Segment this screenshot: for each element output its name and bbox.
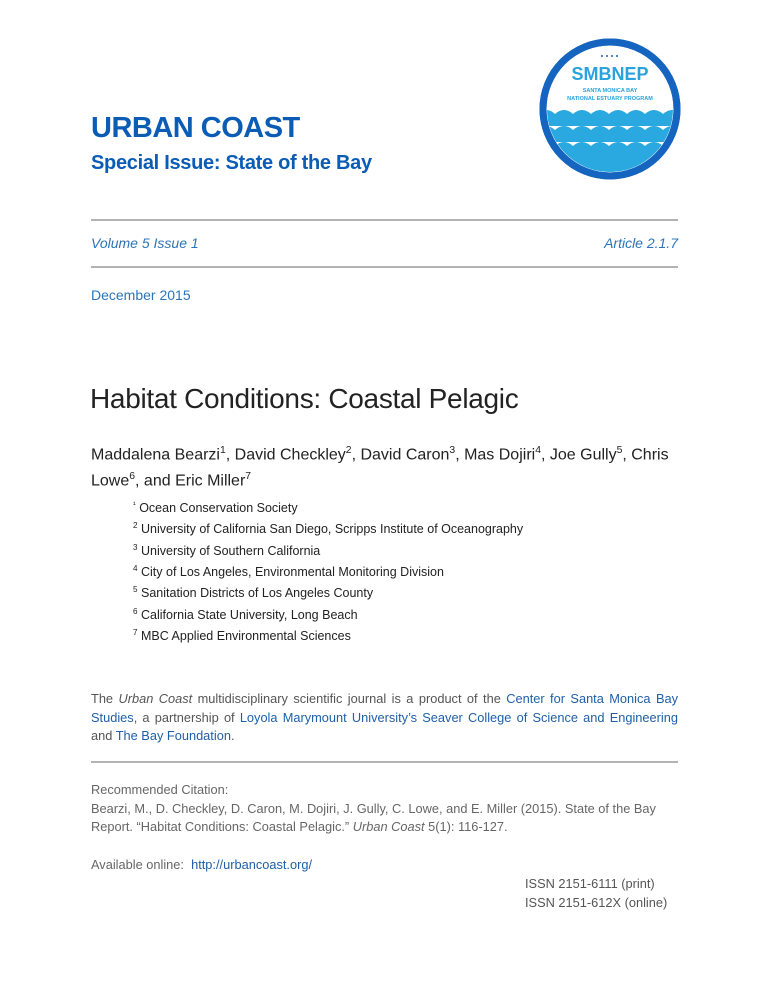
author-affiliation-number: 5: [616, 445, 623, 456]
issn-online: ISSN 2151-612X (online): [525, 894, 668, 910]
issn-print: ISSN 2151-6111 (print): [525, 876, 655, 891]
divider: [91, 266, 678, 268]
author: Joe Gully: [549, 446, 617, 464]
smbnep-logo: SMBNEP SANTA MONICA BAY NATIONAL ESTUARY…: [539, 38, 681, 180]
author-list: Maddalena Bearzi1, David Checkley2, Davi…: [91, 445, 669, 490]
affiliation: 4 City of Los Angeles, Environmental Mon…: [133, 564, 444, 580]
logo-name: SMBNEP: [571, 64, 648, 84]
svg-text:NATIONAL ESTUARY PROGRAM: NATIONAL ESTUARY PROGRAM: [567, 96, 653, 102]
special-issue-title: Special Issue: State of the Bay: [91, 152, 372, 174]
author: Chris Lowe: [91, 446, 669, 490]
article-number: Article 2.1.7: [604, 235, 678, 251]
svg-text:SANTA MONICA BAY: SANTA MONICA BAY: [583, 88, 638, 94]
author: Mas Dojiri: [464, 446, 536, 464]
affiliation: ¹ Ocean Conservation Society: [133, 500, 298, 516]
author-affiliation-number: 6: [129, 471, 136, 483]
journal-description: The Urban Coast multidisciplinary scient…: [91, 691, 678, 743]
volume-issue: Volume 5 Issue 1: [91, 235, 199, 251]
affiliation: 7 MBC Applied Environmental Sciences: [133, 628, 351, 644]
author: David Caron: [360, 446, 450, 464]
author: Maddalena Bearzi: [91, 446, 220, 464]
recommended-citation: Recommended Citation: Bearzi, M., D. Chec…: [91, 781, 691, 837]
citation-label: Recommended Citation:: [91, 782, 229, 797]
divider: [91, 761, 678, 763]
urbancoast-link[interactable]: http://urbancoast.org/: [191, 857, 313, 872]
author: David Checkley: [234, 446, 346, 464]
available-online: Available online: http://urbancoast.org/: [91, 857, 313, 872]
author-affiliation-number: 7: [245, 471, 252, 483]
author-affiliation-number: 3: [449, 445, 456, 456]
affiliation: 2 University of California San Diego, Sc…: [133, 521, 524, 537]
affiliation-list: ¹ Ocean Conservation Society 2 University…: [133, 496, 523, 646]
issn-block: ISSN 2151-6111 (print) ISSN 2151-612X (on…: [525, 875, 667, 912]
affiliation: 3 University of Southern California: [133, 542, 321, 558]
author-affiliation-number: 1: [219, 445, 226, 456]
bay-foundation-link[interactable]: The Bay Foundation: [115, 728, 231, 743]
author-affiliation-number: 2: [345, 445, 352, 456]
publication-date: December 2015: [91, 287, 191, 303]
author-affiliation-number: 4: [535, 445, 541, 456]
center-link[interactable]: Center for Santa Monica Bay Studies: [91, 691, 678, 725]
affiliation: 6 California State University, Long Beac…: [133, 606, 358, 622]
article-title: Habitat Conditions: Coastal Pelagic: [90, 383, 519, 414]
author: Eric Miller: [175, 472, 246, 490]
divider: [91, 219, 678, 221]
journal-title: URBAN COAST: [91, 112, 300, 144]
waves-icon: [547, 110, 673, 172]
affiliation: 5 Sanitation Districts of Los Angeles Co…: [133, 585, 374, 601]
lmu-link[interactable]: Loyola Marymount University’s Seaver Col…: [239, 709, 678, 725]
